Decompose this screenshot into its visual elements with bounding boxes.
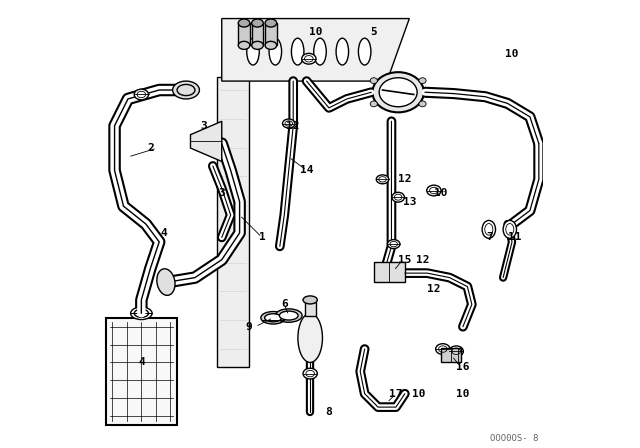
Text: 13: 13 — [403, 197, 416, 207]
Ellipse shape — [449, 346, 463, 357]
Text: 8: 8 — [326, 407, 332, 417]
Ellipse shape — [238, 19, 250, 27]
Ellipse shape — [387, 240, 400, 249]
Ellipse shape — [173, 81, 200, 99]
Bar — [440, 348, 461, 362]
Ellipse shape — [282, 119, 295, 128]
Ellipse shape — [265, 19, 276, 27]
Bar — [305, 302, 316, 315]
Ellipse shape — [298, 313, 323, 362]
Ellipse shape — [419, 78, 426, 83]
Text: 10: 10 — [456, 389, 470, 399]
Text: 11: 11 — [508, 233, 521, 242]
Text: 16: 16 — [456, 362, 470, 372]
Text: 17: 17 — [389, 389, 403, 399]
Ellipse shape — [379, 78, 417, 107]
Ellipse shape — [314, 38, 326, 65]
Text: 7: 7 — [486, 233, 493, 242]
Text: 10: 10 — [308, 27, 323, 37]
Bar — [252, 23, 263, 45]
Ellipse shape — [134, 89, 148, 100]
Text: 5: 5 — [370, 27, 377, 37]
Text: 3: 3 — [218, 188, 225, 198]
Bar — [106, 318, 177, 425]
Ellipse shape — [265, 41, 276, 49]
Bar — [238, 23, 250, 45]
Ellipse shape — [157, 269, 175, 295]
Ellipse shape — [261, 311, 285, 324]
Text: 14: 14 — [300, 165, 314, 176]
Text: 12: 12 — [427, 284, 440, 294]
Ellipse shape — [291, 38, 304, 65]
Text: 1: 1 — [259, 233, 266, 242]
Ellipse shape — [252, 19, 263, 27]
Ellipse shape — [303, 296, 317, 304]
Text: 12: 12 — [287, 121, 300, 131]
Text: 3: 3 — [200, 121, 207, 131]
Ellipse shape — [376, 175, 388, 184]
Polygon shape — [191, 121, 221, 161]
Ellipse shape — [482, 220, 495, 238]
Ellipse shape — [370, 101, 378, 107]
Ellipse shape — [131, 307, 152, 319]
Text: 10: 10 — [434, 188, 447, 198]
Polygon shape — [217, 77, 248, 367]
Ellipse shape — [238, 41, 250, 49]
Text: 9: 9 — [245, 322, 252, 332]
Bar — [374, 262, 405, 282]
Ellipse shape — [264, 314, 282, 322]
Text: 10: 10 — [412, 389, 425, 399]
Ellipse shape — [372, 72, 424, 112]
Ellipse shape — [252, 41, 263, 49]
Text: 4: 4 — [138, 358, 145, 367]
Ellipse shape — [275, 309, 302, 322]
Ellipse shape — [419, 101, 426, 107]
Ellipse shape — [370, 78, 378, 83]
Ellipse shape — [436, 344, 450, 354]
Ellipse shape — [503, 220, 516, 238]
Text: 12: 12 — [416, 255, 429, 265]
Text: 12: 12 — [398, 174, 412, 184]
Bar — [265, 23, 276, 45]
Ellipse shape — [301, 53, 316, 64]
Text: OOO0OS- 8: OOO0OS- 8 — [490, 434, 539, 443]
Ellipse shape — [279, 311, 298, 320]
Ellipse shape — [336, 38, 349, 65]
Ellipse shape — [427, 185, 441, 196]
Text: 15: 15 — [398, 255, 412, 265]
Text: 4: 4 — [160, 228, 167, 238]
Ellipse shape — [247, 38, 259, 65]
Text: 10: 10 — [506, 49, 519, 59]
Text: 2: 2 — [147, 143, 154, 153]
Ellipse shape — [269, 38, 282, 65]
Ellipse shape — [358, 38, 371, 65]
Text: 6: 6 — [281, 299, 287, 310]
Polygon shape — [221, 18, 410, 81]
Ellipse shape — [392, 192, 404, 202]
Ellipse shape — [303, 368, 317, 379]
